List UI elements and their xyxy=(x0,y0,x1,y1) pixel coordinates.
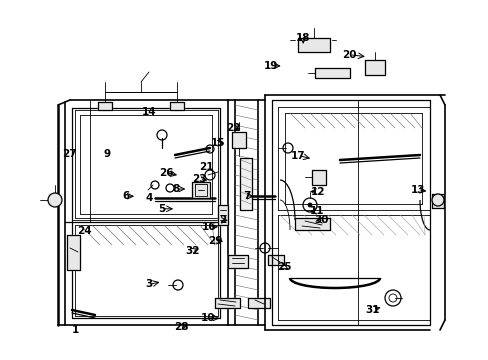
Polygon shape xyxy=(247,298,269,308)
Text: 2: 2 xyxy=(219,215,225,225)
Polygon shape xyxy=(314,68,349,78)
Polygon shape xyxy=(192,182,209,198)
Text: 28: 28 xyxy=(173,322,188,332)
Circle shape xyxy=(307,203,311,207)
Text: 11: 11 xyxy=(309,206,324,216)
Polygon shape xyxy=(297,38,329,52)
Text: 22: 22 xyxy=(225,123,240,133)
Polygon shape xyxy=(215,298,240,308)
Text: 3: 3 xyxy=(145,279,152,289)
Text: 26: 26 xyxy=(159,168,173,178)
Text: 4: 4 xyxy=(145,193,153,203)
Text: 19: 19 xyxy=(264,61,278,71)
Text: 24: 24 xyxy=(77,226,91,236)
Text: 15: 15 xyxy=(210,138,224,148)
Polygon shape xyxy=(294,218,329,230)
Text: 30: 30 xyxy=(314,215,328,225)
Text: 29: 29 xyxy=(207,236,222,246)
Polygon shape xyxy=(240,158,251,210)
Text: 14: 14 xyxy=(142,107,156,117)
Text: 21: 21 xyxy=(199,162,213,172)
Text: 31: 31 xyxy=(365,305,379,315)
Polygon shape xyxy=(267,255,284,265)
Text: 6: 6 xyxy=(122,191,129,201)
Text: 13: 13 xyxy=(410,185,425,195)
Polygon shape xyxy=(218,205,227,225)
Polygon shape xyxy=(231,132,245,148)
Polygon shape xyxy=(170,102,183,110)
Text: 10: 10 xyxy=(200,312,215,323)
Text: 7: 7 xyxy=(243,191,250,201)
Polygon shape xyxy=(311,170,325,185)
Text: 16: 16 xyxy=(202,222,216,232)
Text: 25: 25 xyxy=(277,262,291,272)
Text: 12: 12 xyxy=(310,186,325,197)
Text: 8: 8 xyxy=(172,184,179,194)
Text: 1: 1 xyxy=(72,325,79,336)
Polygon shape xyxy=(431,194,443,208)
Circle shape xyxy=(431,194,443,206)
Text: 5: 5 xyxy=(158,204,164,214)
Text: 9: 9 xyxy=(103,149,110,159)
Text: 32: 32 xyxy=(184,246,199,256)
Text: 18: 18 xyxy=(295,33,310,43)
Circle shape xyxy=(48,193,62,207)
Text: 23: 23 xyxy=(192,174,206,184)
Polygon shape xyxy=(364,60,384,75)
Polygon shape xyxy=(227,255,247,268)
Text: 17: 17 xyxy=(290,150,305,161)
Polygon shape xyxy=(98,102,112,110)
Polygon shape xyxy=(67,235,80,270)
Text: 27: 27 xyxy=(62,149,77,159)
Text: 20: 20 xyxy=(342,50,356,60)
